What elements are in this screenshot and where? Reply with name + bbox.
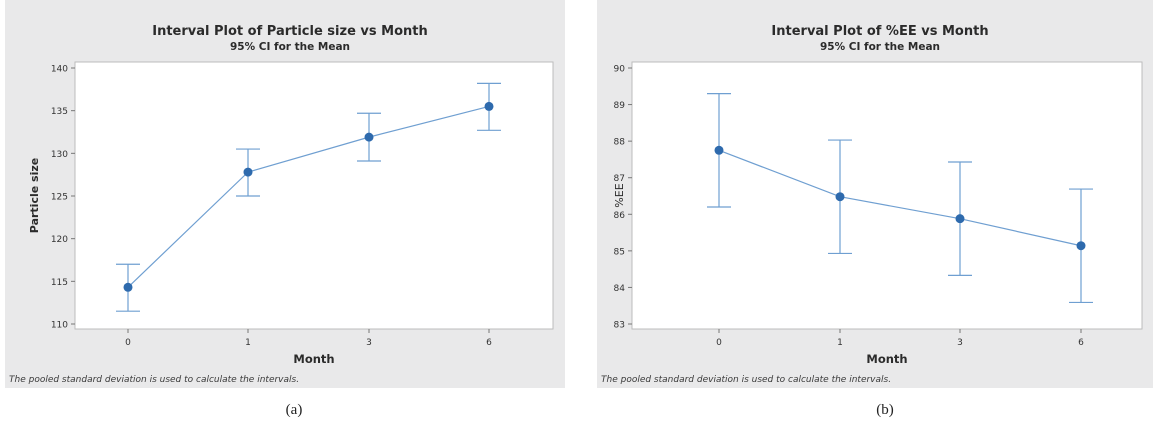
mean-point <box>1076 241 1086 251</box>
mean-point <box>714 145 724 155</box>
plot-area <box>74 61 554 330</box>
y-tick-label: 115 <box>51 278 68 288</box>
y-tick-label: 89 <box>614 101 626 111</box>
caption-b: (b) <box>876 402 894 418</box>
caption-a: (a) <box>285 402 303 418</box>
y-tick-label: 83 <box>614 321 625 331</box>
x-tick-label: 1 <box>837 338 843 348</box>
interval-plot-particle-size: Interval Plot of Particle size vs Month 9… <box>5 0 565 388</box>
series-line <box>127 105 490 288</box>
mean-point <box>835 192 845 202</box>
y-axis-label: Particle size <box>28 158 41 233</box>
chart-footnote: The pooled standard deviation is used to… <box>9 375 299 385</box>
x-tick-label: 3 <box>366 338 372 348</box>
y-tick-label: 84 <box>614 284 626 294</box>
x-axis-label: Month <box>866 352 907 366</box>
series-line <box>718 149 1082 247</box>
interval-plot-ee: Interval Plot of %EE vs Month 95% CI for … <box>597 0 1153 388</box>
chart-panel-a: Interval Plot of Particle size vs Month 9… <box>5 0 565 395</box>
mean-point <box>955 214 965 224</box>
y-tick-label: 90 <box>614 65 626 75</box>
y-tick-label: 120 <box>51 235 68 245</box>
y-tick-label: 85 <box>614 247 625 257</box>
chart-title: Interval Plot of %EE vs Month <box>771 24 988 39</box>
x-axis-label: Month <box>293 352 334 366</box>
y-tick-label: 125 <box>51 193 68 203</box>
chart-footnote: The pooled standard deviation is used to… <box>601 375 891 385</box>
chart-subtitle: 95% CI for the Mean <box>820 41 940 53</box>
x-tick-label: 0 <box>716 338 722 348</box>
plot-area <box>631 61 1143 330</box>
x-tick-label: 1 <box>245 338 251 348</box>
y-tick-label: 86 <box>614 211 626 221</box>
x-tick-label: 0 <box>125 338 131 348</box>
mean-point <box>123 282 133 292</box>
x-tick-label: 6 <box>1078 338 1084 348</box>
y-tick-label: 140 <box>51 65 68 75</box>
y-tick-label: 110 <box>51 321 68 331</box>
y-tick-label: 130 <box>51 150 68 160</box>
chart-subtitle: 95% CI for the Mean <box>230 41 350 53</box>
x-tick-label: 6 <box>486 338 492 348</box>
mean-point <box>484 101 494 111</box>
mean-point <box>364 132 374 142</box>
mean-point <box>243 167 253 177</box>
y-axis-label: %EE <box>613 183 626 207</box>
y-tick-label: 87 <box>614 174 625 184</box>
chart-title: Interval Plot of Particle size vs Month <box>152 24 428 39</box>
y-tick-label: 135 <box>51 107 68 117</box>
chart-panel-b: Interval Plot of %EE vs Month 95% CI for … <box>597 0 1153 395</box>
y-tick-label: 88 <box>614 138 626 148</box>
x-tick-label: 3 <box>957 338 963 348</box>
